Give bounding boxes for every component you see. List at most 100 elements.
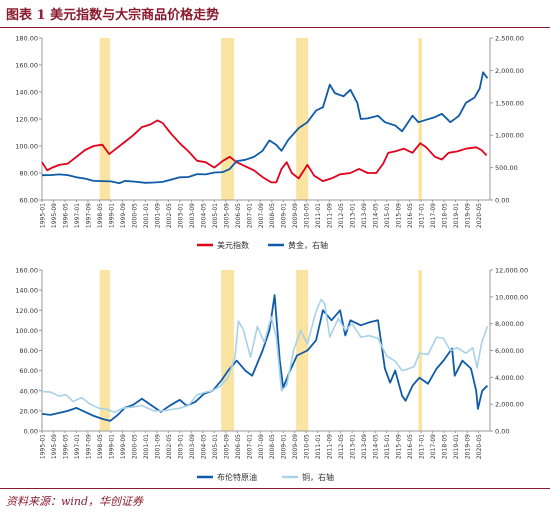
x-tick-label: 1999-09: [120, 434, 127, 459]
x-tick-label: 2000-05: [131, 434, 138, 459]
x-tick-label: 2006-05: [235, 434, 242, 459]
y-left-tick-label: 120.00: [15, 307, 38, 315]
y-right-tick-label: 12,000.00: [495, 267, 528, 275]
x-tick-label: 1999-09: [120, 203, 127, 228]
legend-label-gold: 黄金，右轴: [288, 240, 328, 250]
series-line-1: [41, 71, 489, 185]
y-right-tick-label: 2,500.00: [495, 35, 524, 43]
y-left-tick-label: 40.00: [19, 387, 38, 395]
x-tick-label: 2017-01: [419, 434, 426, 459]
y-left-tick-label: 80.00: [19, 347, 38, 355]
chart-dollar-gold: 60.00 80.00 100.00 120.00 140.00 160.00 180.00…: [15, 35, 524, 229]
x-tick-label: 2012-05: [338, 434, 345, 459]
x-tick-label: 1997-09: [85, 203, 92, 228]
x-tick-label: 2000-05: [131, 203, 138, 228]
y-right-tick-label: 6,000.00: [495, 347, 524, 355]
x-tick-label: 2011-09: [327, 434, 334, 459]
source-divider: [0, 488, 550, 489]
x-tick-label: 1997-01: [74, 203, 81, 228]
x-tick-label: 2011-01: [315, 434, 322, 459]
x-tick-label: 2011-01: [315, 203, 322, 228]
y-right-tick-label: 0.00: [495, 428, 509, 436]
series-line-1: [41, 298, 489, 413]
highlight-band-0: [99, 38, 111, 200]
x-tick-label: 1997-09: [85, 434, 92, 459]
x-tick-label: 2006-05: [235, 203, 242, 228]
y-left-tick-label: 60.00: [19, 197, 38, 205]
x-tick-label: 2014-05: [373, 434, 380, 459]
x-tick-label: 2001-09: [154, 434, 161, 459]
x-tick-label: 2016-05: [407, 203, 414, 228]
legend-label-dollar-index: 美元指数: [217, 240, 249, 250]
legend-label-brent: 布伦特原油: [217, 472, 257, 482]
x-tick-label: 1995-01: [40, 203, 47, 228]
x-tick-label: 2018-05: [442, 203, 449, 228]
highlight-band-3: [418, 38, 422, 200]
x-tick-label: 1999-01: [108, 434, 115, 459]
x-tick-label: 2005-09: [223, 203, 230, 228]
highlight-band-3: [418, 270, 422, 431]
x-tick-label: 2005-01: [212, 434, 219, 459]
x-tick-label: 1996-05: [62, 434, 69, 459]
y-left-tick-label: 160.00: [15, 62, 38, 70]
x-tick-label: 2017-01: [419, 203, 426, 228]
y-right-tick-label: 2,000.00: [495, 401, 524, 409]
y-left-tick-label: 140.00: [15, 89, 38, 97]
highlight-band-1: [221, 270, 235, 431]
x-tick-label: 2012-05: [338, 203, 345, 228]
highlight-band-2: [296, 38, 309, 200]
y-right-tick-label: 1,000.00: [495, 132, 524, 140]
y-left-tick-label: 0.00: [24, 428, 38, 436]
x-tick-label: 1998-05: [97, 434, 104, 459]
y-right-tick-label: 8,000.00: [495, 320, 524, 328]
x-tick-label: 2020-05: [476, 203, 483, 228]
y-left-tick-label: 100.00: [15, 143, 38, 151]
y-left-tick-label: 20.00: [19, 407, 38, 415]
x-tick-label: 2007-09: [258, 434, 265, 459]
x-tick-label: 2008-05: [269, 203, 276, 228]
x-tick-label: 2013-09: [361, 434, 368, 459]
x-tick-label: 2001-01: [143, 434, 150, 459]
x-tick-label: 2009-01: [281, 434, 288, 459]
y-left-tick-label: 60.00: [19, 367, 38, 375]
y-left-tick-label: 100.00: [15, 327, 38, 335]
x-tick-label: 2015-09: [396, 434, 403, 459]
x-tick-label: 1999-01: [108, 203, 115, 228]
x-tick-label: 2020-05: [476, 434, 483, 459]
x-tick-label: 1995-09: [51, 434, 58, 459]
x-tick-label: 2001-09: [154, 203, 161, 228]
x-tick-label: 2013-01: [350, 203, 357, 228]
y-right-tick-label: 0.00: [495, 197, 509, 205]
x-tick-label: 2015-01: [384, 203, 391, 228]
title-bar: 图表 1 美元指数与大宗商品价格走势: [0, 0, 550, 28]
x-tick-label: 2010-05: [304, 434, 311, 459]
x-tick-label: 2005-09: [223, 434, 230, 459]
title-divider: [0, 27, 550, 28]
x-tick-label: 2011-09: [327, 203, 334, 228]
series-line-0: [41, 119, 488, 184]
x-tick-label: 1995-01: [40, 434, 47, 459]
x-tick-label: 2003-09: [189, 203, 196, 228]
x-tick-label: 2014-05: [373, 203, 380, 228]
x-tick-label: 2010-05: [304, 203, 311, 228]
y-left-tick-label: 140.00: [15, 287, 38, 295]
y-left-tick-label: 120.00: [15, 116, 38, 124]
legend-bottom: 布伦特原油 铜，右轴: [197, 472, 334, 482]
x-tick-label: 2002-05: [166, 434, 173, 459]
x-tick-label: 1997-01: [74, 434, 81, 459]
x-tick-label: 2015-09: [396, 203, 403, 228]
highlight-band-1: [221, 38, 235, 200]
x-tick-label: 2017-09: [430, 203, 437, 228]
y-right-tick-label: 4,000.00: [495, 374, 524, 382]
x-tick-label: 2003-09: [189, 434, 196, 459]
x-tick-label: 2004-05: [200, 434, 207, 459]
x-tick-label: 2005-01: [212, 203, 219, 228]
x-tick-label: 1998-05: [97, 203, 104, 228]
x-tick-label: 2009-09: [292, 434, 299, 459]
x-tick-label: 2008-05: [269, 434, 276, 459]
x-tick-label: 2004-05: [200, 203, 207, 228]
x-tick-label: 2015-01: [384, 434, 391, 459]
x-tick-label: 2017-09: [430, 434, 437, 459]
x-tick-label: 2019-09: [465, 203, 472, 228]
highlight-band-0: [99, 270, 111, 431]
